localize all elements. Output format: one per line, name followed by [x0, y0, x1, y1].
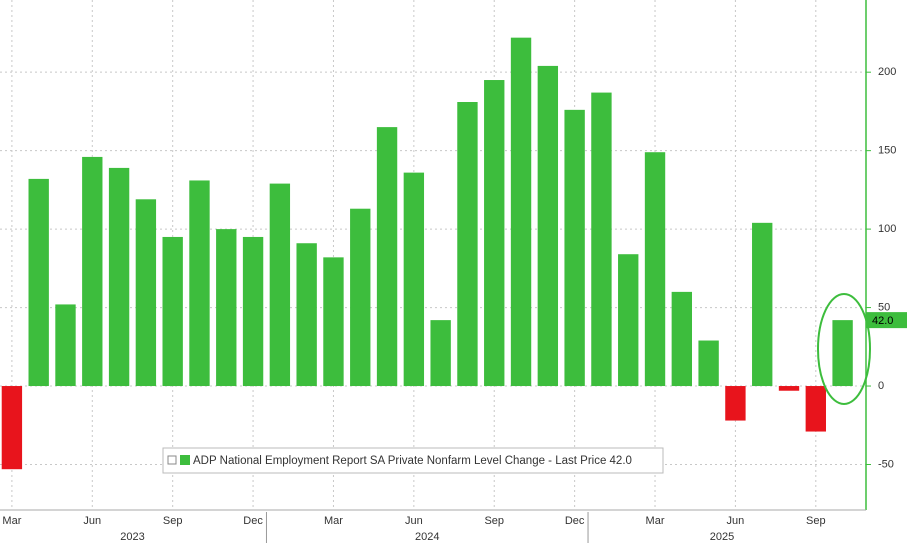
bar [537, 65, 559, 387]
x-tick-label: Sep [163, 515, 183, 527]
last-value-tag [866, 312, 907, 329]
bar [564, 109, 585, 387]
x-tick-label: Mar [324, 515, 343, 527]
y-tick-label: 100 [878, 223, 896, 235]
legend-box [162, 447, 664, 474]
bar [618, 254, 639, 387]
legend-label: ADP National Employment Report SA Privat… [193, 455, 632, 467]
bar [698, 340, 719, 387]
bar [189, 180, 210, 387]
bar [296, 243, 317, 387]
x-tick-label: Dec [565, 515, 585, 527]
y-tick-label: -50 [878, 458, 894, 470]
bar [55, 304, 76, 387]
x-tick-label: Sep [484, 515, 504, 527]
y-tick-label: 150 [878, 145, 896, 157]
x-tick-label: Jun [83, 515, 101, 527]
bar [805, 386, 826, 432]
bar [752, 222, 773, 387]
bar [269, 183, 291, 387]
bar [403, 172, 425, 387]
x-tick-label: Mar [2, 515, 21, 527]
x-tick-label: Jun [405, 515, 423, 527]
bar [778, 386, 800, 391]
y-tick-label: 50 [878, 301, 890, 313]
bar [457, 102, 478, 387]
bar [644, 152, 666, 387]
legend-icon-box [167, 455, 177, 465]
bar [162, 236, 183, 387]
y-tick-label: 0 [878, 380, 884, 392]
bar [350, 208, 371, 387]
bar [671, 291, 693, 387]
bar [323, 257, 344, 387]
bar [510, 37, 532, 387]
bar [28, 178, 49, 387]
bar [1, 386, 23, 470]
bar [135, 199, 157, 387]
x-tick-label: Sep [806, 515, 826, 527]
bar [216, 229, 237, 387]
bar [591, 92, 612, 387]
year-label: 2023 [120, 531, 144, 543]
highlight-ellipse [817, 293, 871, 405]
bar [376, 127, 398, 387]
x-tick-label: Jun [727, 515, 745, 527]
x-tick-label: Dec [243, 515, 263, 527]
legend-swatch [180, 455, 190, 465]
bar [430, 320, 451, 387]
bar [725, 386, 746, 421]
year-label: 2025 [710, 531, 734, 543]
y-tick-label: 200 [878, 66, 896, 78]
year-label: 2024 [415, 531, 439, 543]
bar [108, 167, 130, 387]
bar [832, 320, 853, 387]
bar [82, 156, 103, 387]
last-value-label: 42.0 [872, 315, 893, 327]
bar [242, 236, 264, 387]
x-tick-label: Mar [646, 515, 665, 527]
bar [484, 80, 505, 387]
